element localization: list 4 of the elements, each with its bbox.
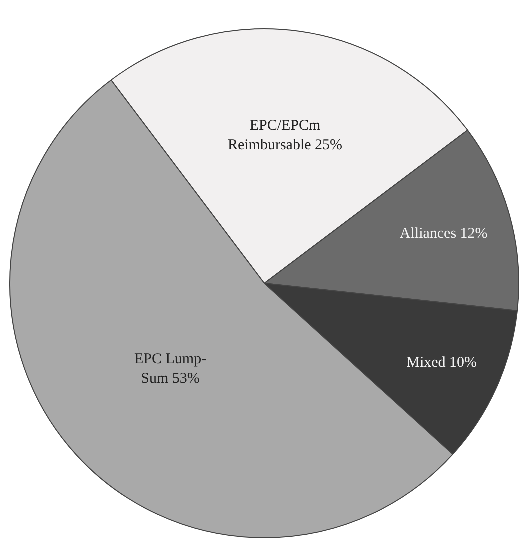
- slice-label: EPC/EPCm Reimbursable 25%: [228, 118, 343, 154]
- slice-label: EPC Lump- Sum 53%: [134, 352, 207, 388]
- slice-label: Mixed 10%: [406, 355, 478, 372]
- slice-label: Alliances 12%: [400, 226, 488, 242]
